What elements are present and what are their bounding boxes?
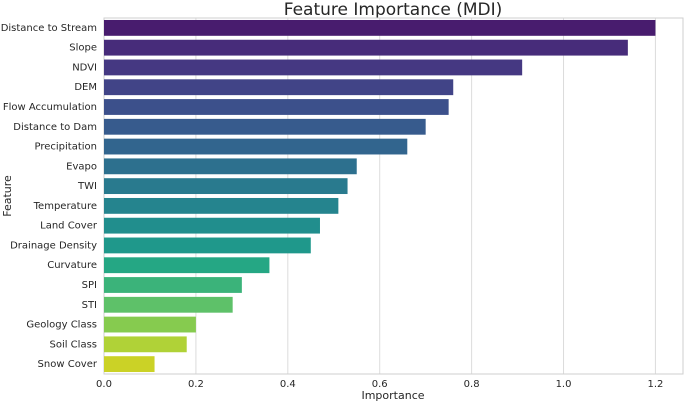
bar (104, 217, 320, 234)
bar (104, 138, 408, 155)
y-tick-label: Precipitation (34, 142, 97, 153)
bar (104, 336, 187, 353)
y-tick-label: TWI (77, 181, 97, 192)
plot-frame (103, 17, 684, 375)
bar (104, 158, 357, 175)
y-tick-label: Slope (69, 43, 97, 54)
x-tick-label: 1.2 (647, 379, 663, 390)
bar (104, 39, 628, 56)
x-axis-label: Importance (361, 389, 424, 402)
bar (104, 59, 523, 76)
bar (104, 237, 311, 254)
y-tick-label: Geology Class (26, 320, 97, 331)
y-tick-label: Drainage Density (10, 240, 97, 251)
x-tick-label: 0.0 (96, 379, 112, 390)
y-tick-label: Snow Cover (38, 359, 98, 370)
y-tick-label: Curvature (47, 260, 97, 271)
y-tick-label: Land Cover (40, 221, 98, 232)
bar (104, 356, 155, 373)
y-tick-label: NDVI (72, 62, 97, 73)
bar (104, 296, 233, 313)
y-tick-label: Temperature (33, 201, 97, 212)
y-tick-label: Distance to Dam (13, 122, 97, 133)
y-tick-label: Distance to Stream (1, 23, 97, 34)
y-tick-label: Evapo (66, 161, 97, 172)
bar (104, 19, 656, 36)
bar (104, 197, 339, 214)
y-tick-label: STI (82, 300, 97, 311)
y-tick-label: Flow Accumulation (3, 102, 97, 113)
y-axis-label: Feature (1, 175, 14, 217)
bar (104, 316, 196, 333)
x-tick-label: 0.8 (464, 379, 480, 390)
x-tick-label: 0.6 (372, 379, 388, 390)
x-tick-label: 0.4 (280, 379, 296, 390)
bar (104, 257, 270, 274)
x-tick-label: 1.0 (556, 379, 572, 390)
y-tick-label: Soil Class (49, 339, 97, 350)
bar (104, 99, 449, 115)
bar (104, 118, 426, 135)
y-tick-label: SPI (82, 280, 97, 291)
bar (104, 178, 348, 195)
bar (104, 79, 454, 96)
chart-title: Feature Importance (MDI) (284, 0, 503, 20)
bar (104, 277, 242, 293)
y-tick-label: DEM (74, 82, 97, 93)
x-tick-label: 0.2 (188, 379, 204, 390)
